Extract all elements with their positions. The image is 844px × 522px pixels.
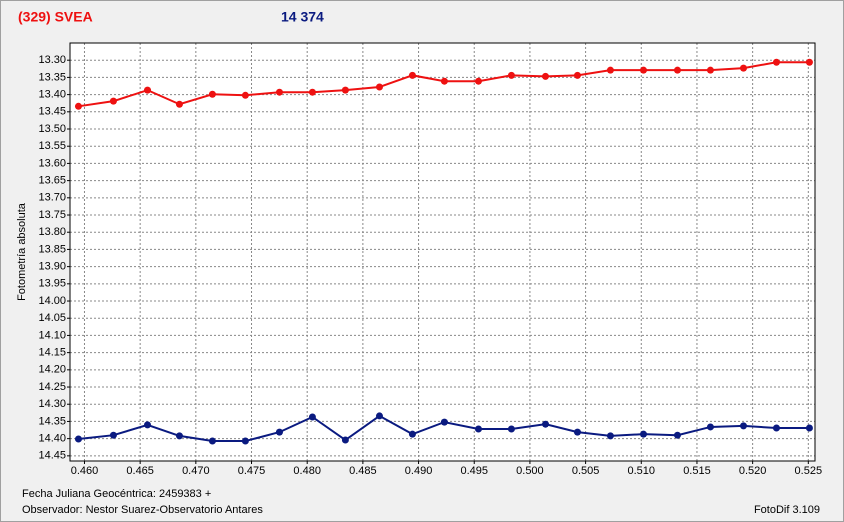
y-tick-label: 14.15 <box>38 347 66 359</box>
data-point <box>805 424 813 432</box>
data-point <box>208 437 216 445</box>
x-tick-label: 0.485 <box>349 465 377 477</box>
y-tick-label: 13.40 <box>38 89 66 101</box>
y-tick-label: 14.25 <box>38 381 66 393</box>
series-title: 14 374 <box>281 9 324 25</box>
data-point <box>341 436 349 444</box>
data-point <box>805 58 813 66</box>
data-point <box>573 428 581 436</box>
data-point <box>772 424 780 432</box>
data-point <box>308 88 316 96</box>
observer: Observador: Nestor Suarez-Observatorio A… <box>22 504 263 516</box>
data-point <box>474 425 482 433</box>
x-axis-label: Fecha Juliana Geocéntrica: 2459383 + <box>22 488 211 500</box>
y-tick-label: 13.80 <box>38 226 66 238</box>
data-point <box>375 412 383 420</box>
data-point <box>740 64 748 72</box>
data-point <box>740 422 748 430</box>
x-tick-label: 0.515 <box>683 465 711 477</box>
data-point <box>673 431 681 439</box>
data-point <box>275 428 283 436</box>
data-point <box>308 413 316 421</box>
data-point <box>375 83 383 91</box>
y-tick-label: 14.40 <box>38 433 66 445</box>
x-tick-label: 0.505 <box>572 465 600 477</box>
y-tick-label: 13.60 <box>38 157 66 169</box>
data-point <box>408 430 416 438</box>
data-point <box>440 418 448 426</box>
y-tick-label: 13.55 <box>38 140 66 152</box>
data-point <box>507 425 515 433</box>
x-tick-label: 0.470 <box>182 465 210 477</box>
plot-area <box>70 43 815 461</box>
x-tick-label: 0.520 <box>739 465 767 477</box>
y-tick-label: 13.45 <box>38 106 66 118</box>
data-point <box>640 66 648 74</box>
x-tick-label: 0.490 <box>405 465 433 477</box>
y-tick-label: 14.45 <box>38 450 66 462</box>
x-tick-label: 0.475 <box>238 465 266 477</box>
data-point <box>440 77 448 85</box>
data-point <box>542 420 550 428</box>
y-tick-label: 13.35 <box>38 71 66 83</box>
y-tick-label: 13.50 <box>38 123 66 135</box>
y-tick-label: 13.95 <box>38 278 66 290</box>
data-point <box>241 91 249 99</box>
data-point <box>74 435 82 443</box>
data-point <box>507 71 515 79</box>
x-tick-label: 0.460 <box>71 465 99 477</box>
y-tick-label: 14.05 <box>38 312 66 324</box>
data-point <box>208 90 216 98</box>
data-point <box>772 58 780 66</box>
y-axis-label: Fotometría absoluta <box>16 202 28 301</box>
data-point <box>573 71 581 79</box>
data-point <box>706 423 714 431</box>
data-point <box>542 72 550 80</box>
data-point <box>341 86 349 94</box>
y-tick-label: 14.30 <box>38 398 66 410</box>
x-tick-label: 0.525 <box>795 465 823 477</box>
x-tick-label: 0.510 <box>628 465 656 477</box>
y-tick-label: 13.65 <box>38 175 66 187</box>
data-point <box>606 66 614 74</box>
y-tick-label: 14.20 <box>38 364 66 376</box>
plot-border <box>69 42 816 462</box>
data-point <box>241 437 249 445</box>
y-tick-label: 13.75 <box>38 209 66 221</box>
data-point <box>474 77 482 85</box>
data-point <box>606 432 614 440</box>
data-point <box>144 86 152 94</box>
series-title: (329) SVEA <box>18 9 93 25</box>
y-tick-label: 14.35 <box>38 415 66 427</box>
x-tick-label: 0.465 <box>126 465 154 477</box>
data-point <box>408 71 416 79</box>
software: FotoDif 3.109 <box>754 504 820 516</box>
data-point <box>673 66 681 74</box>
data-point <box>706 66 714 74</box>
x-tick-label: 0.500 <box>516 465 544 477</box>
data-point <box>74 102 82 110</box>
y-tick-label: 14.10 <box>38 329 66 341</box>
data-point <box>144 421 152 429</box>
y-tick-label: 13.90 <box>38 261 66 273</box>
data-point <box>109 431 117 439</box>
data-point <box>640 430 648 438</box>
y-tick-label: 14.00 <box>38 295 66 307</box>
data-point <box>275 88 283 96</box>
y-tick-label: 13.70 <box>38 192 66 204</box>
x-tick-label: 0.495 <box>460 465 488 477</box>
data-point <box>175 100 183 108</box>
y-tick-label: 13.85 <box>38 243 66 255</box>
x-tick-label: 0.480 <box>293 465 321 477</box>
data-point <box>175 432 183 440</box>
data-point <box>109 97 117 105</box>
y-tick-label: 13.30 <box>38 54 66 66</box>
